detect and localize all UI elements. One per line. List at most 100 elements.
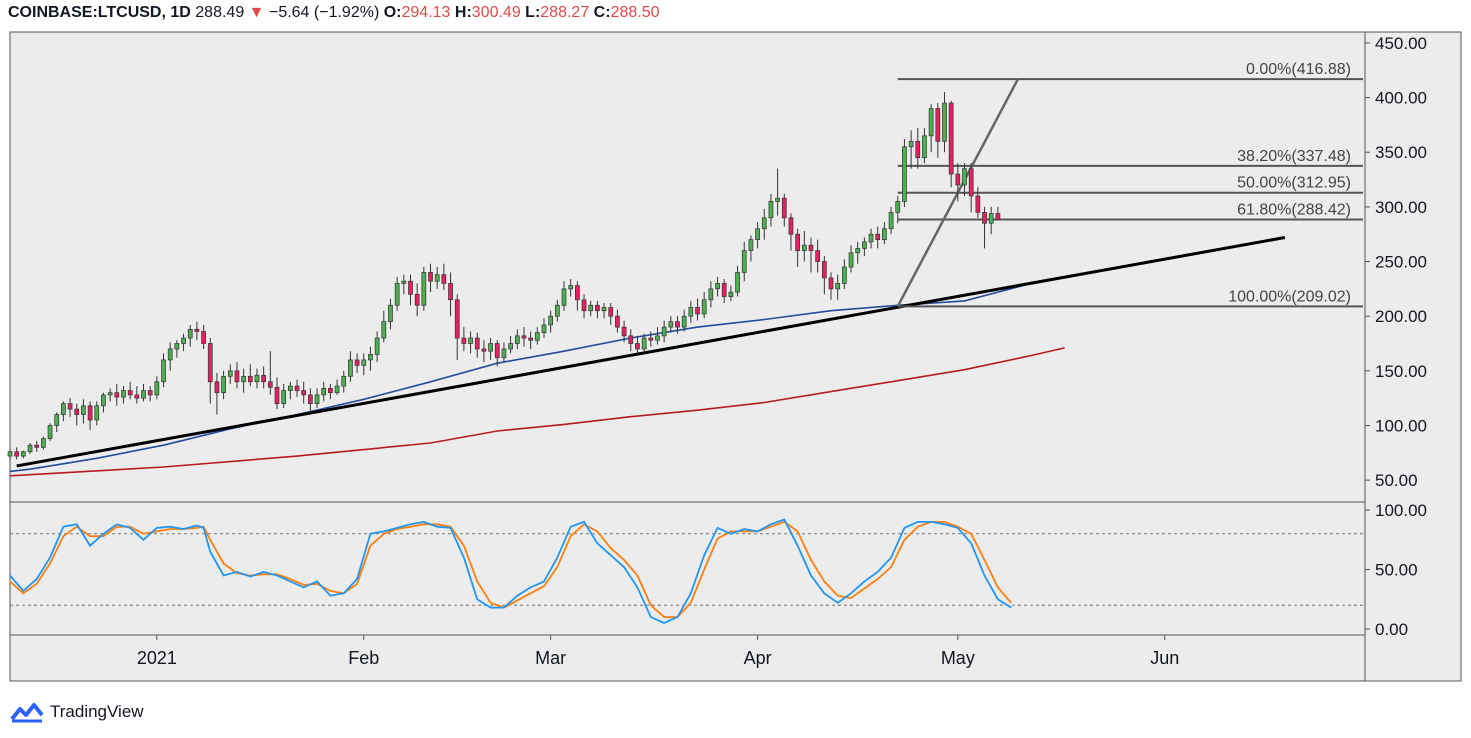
candle-body [808,244,814,251]
candle [895,195,901,224]
candle [414,283,420,317]
candle [314,388,320,408]
candle-body [795,233,800,251]
time-tick-label: Feb [348,648,379,668]
candle-body [775,197,780,202]
candle [735,265,740,297]
candle-body [428,272,433,282]
candle [354,353,360,374]
candle [54,412,60,433]
candle [107,388,113,402]
candle [321,381,327,402]
stochastic-pane[interactable] [9,501,1366,636]
candle [741,241,747,282]
candle [728,285,734,301]
candle-body [448,283,453,301]
candle-body [715,283,720,290]
candle [588,300,594,317]
candle [915,128,921,169]
candle-body [721,283,727,297]
candle [815,239,821,273]
price-tick-label: 50.00 [1375,471,1418,490]
stoch-k-line [9,518,1012,624]
candle-body [601,307,607,312]
candle-body [314,394,320,404]
candle-body [948,102,954,175]
candle-body [875,233,881,241]
candle-body [888,211,894,230]
candle-body [341,375,347,387]
candle [167,342,173,371]
candle [267,351,273,395]
candle-body [761,217,767,230]
candle [74,403,80,426]
open-value: 294.13 [401,4,451,21]
candle-body [554,304,560,317]
candle [174,340,180,358]
candle [87,401,93,430]
candle [14,447,20,460]
candle [688,300,694,323]
candle [20,450,26,459]
candle-body [207,343,213,383]
candle-body [20,451,26,457]
candle-body [801,244,807,251]
candle [294,379,300,398]
candle-body [534,332,540,341]
candle [428,263,433,293]
candle-body [354,359,360,366]
candle [621,320,627,343]
candle [628,329,634,352]
fib-level-label: 0.00%(416.88) [1246,61,1351,78]
candle-body [561,288,567,306]
candle [261,366,266,389]
candle-body [922,135,927,159]
candle-body [14,451,20,457]
candle-body [501,348,507,359]
candle [241,368,246,393]
candle-body [548,315,554,326]
down-arrow-icon: ▼ [248,4,265,21]
candle [828,272,834,300]
candle-body [287,385,293,391]
candle-body [781,197,787,219]
ma-slow-line [9,347,1065,477]
candle-body [261,374,266,383]
candle-body [675,321,680,328]
candle-body [201,331,206,344]
candle [201,324,206,349]
candle-body [615,315,620,328]
candle-body [788,217,794,235]
candle-body [541,324,547,333]
candle [147,386,153,402]
candle-body [267,381,273,388]
candle-body [842,266,847,284]
price-pane[interactable] [9,31,1366,503]
candle [154,376,160,400]
candle-body [735,272,740,293]
candle [47,423,53,441]
candle [41,436,46,450]
candle [975,187,981,218]
candle-body [928,108,934,137]
symbol-label[interactable]: COINBASE:LTCUSD, [8,4,166,21]
timeframe-label[interactable]: 1D [170,4,191,21]
candle [888,206,894,235]
price-axis[interactable] [1364,31,1462,682]
candle [601,303,607,319]
candle [274,377,280,410]
fib-level-label: 50.00%(312.95) [1237,175,1351,192]
candle-body [955,173,961,186]
price-tick-label: 150.00 [1375,362,1427,381]
time-axis[interactable] [9,634,1366,682]
candle [408,274,413,306]
candle-body [127,390,133,396]
candle-body [468,337,473,344]
fib-level-label: 38.20%(337.48) [1237,148,1351,165]
candle [595,300,600,319]
candle-body [254,374,260,383]
candle-body [595,304,600,312]
candle [207,338,213,404]
candle-body [681,315,687,328]
